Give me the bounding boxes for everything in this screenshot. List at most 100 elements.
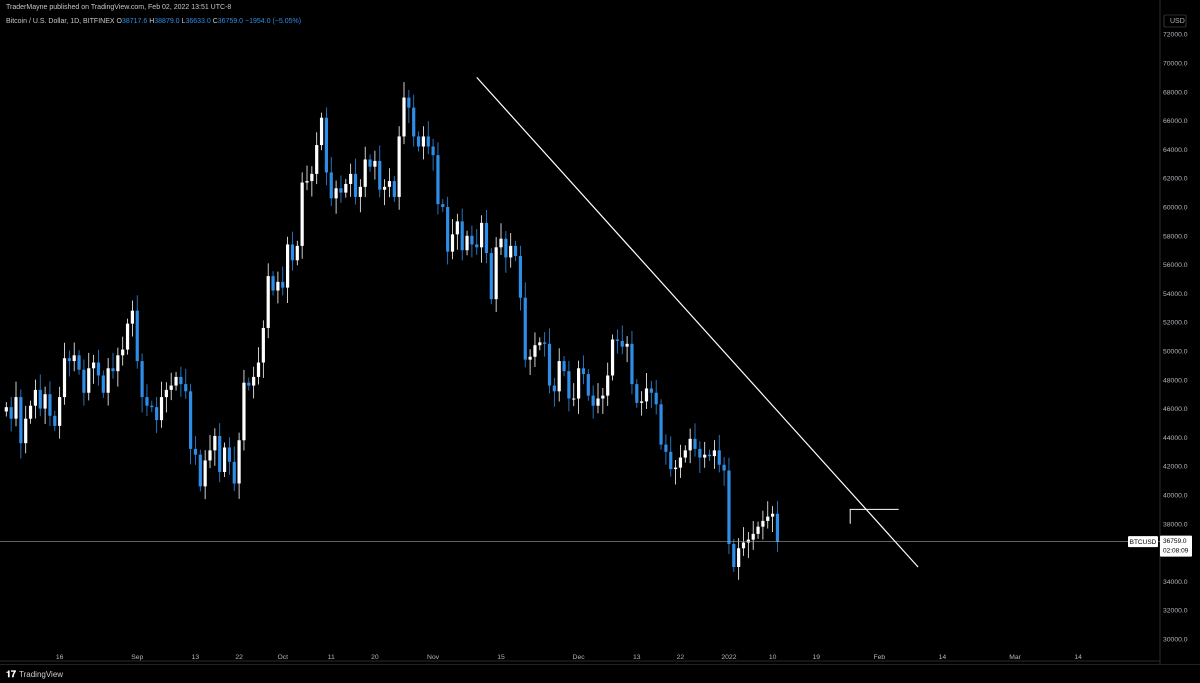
candle-body [358,186,362,197]
candle-body [698,448,702,458]
candle-body [591,395,595,406]
candle-body [222,447,227,472]
y-tick-label: 50000.0 [1163,349,1188,356]
candle-body [562,361,566,372]
candle-body [203,460,207,487]
candle-body [480,222,484,248]
symbol-name[interactable]: Bitcoin / U.S. Dollar, 1D, BITFINEX [6,18,115,25]
candle-body [407,97,411,108]
y-tick-label: 62000.0 [1163,176,1188,183]
candle-body [635,384,639,403]
candle-body [339,188,343,193]
candle-body [43,394,47,409]
candle-body [470,235,474,245]
candle-body [344,183,348,193]
candle-body [513,245,518,256]
bar-countdown: 02:08:09 [1163,548,1189,555]
candle-body [125,323,130,350]
candle-body [92,362,96,369]
symbol-tag: BTCUSD [1130,539,1157,546]
candle-body [625,343,629,347]
candle-body [232,461,236,484]
candle-body [557,361,561,392]
candle-body [87,368,91,393]
y-tick-label: 46000.0 [1163,406,1188,413]
price-chart[interactable]: USD30000.032000.034000.036000.038000.040… [0,0,1200,664]
candle-body [678,457,683,468]
candle-body [766,516,770,521]
candle-body [649,388,653,393]
candle-body [82,369,86,393]
change-value: −1954.0 (−5.05%) [245,18,302,25]
candle-body [397,136,401,197]
candle-body [353,173,358,197]
candle-body [368,159,372,167]
candle-body [383,186,387,190]
y-tick-label: 72000.0 [1163,32,1188,39]
x-tick-label: Nov [427,654,440,661]
x-tick-label: 16 [56,654,64,661]
candle-body [509,245,513,258]
candle-body [305,181,309,183]
candle-body [547,343,552,386]
candle-body [271,276,275,291]
candle-body [436,155,440,205]
candle-body [586,374,590,396]
candle-body [310,173,314,182]
candle-body [48,394,52,416]
tradingview-logo[interactable]: 𝟏𝟕 TradingView [6,669,63,680]
candle-body [572,398,576,400]
candle-body [751,533,755,540]
candle-body [62,358,67,398]
candle-body [596,398,600,406]
low-label: L [181,18,186,25]
x-tick-label: Mar [1009,654,1021,661]
y-tick-label: 32000.0 [1163,608,1188,615]
candle-body [523,297,527,360]
open-value: 38717.6 [121,18,148,25]
x-tick-label: 14 [1074,654,1082,661]
candle-body [106,368,110,393]
candle-body [252,376,256,386]
candle-body [538,342,542,346]
candle-body [620,340,624,347]
candle-body [189,391,193,449]
candle-body [256,362,261,377]
candle-body [693,438,697,449]
candle-body [606,375,610,396]
candle-body [193,448,198,455]
y-tick-label: 38000.0 [1163,521,1188,528]
candle-body [159,397,164,421]
candle-body [261,327,265,363]
candle-body [315,145,319,174]
candle-body [465,235,469,251]
candle-body [518,255,522,298]
candle-body [421,136,425,147]
y-tick-label: 68000.0 [1163,89,1188,96]
candle-body [111,368,115,372]
descending-trendline[interactable] [476,76,919,568]
candle-body [552,385,556,392]
candle-body [184,384,188,392]
y-tick-label: 58000.0 [1163,233,1188,240]
candle-body [174,376,178,386]
candle-body [577,368,581,399]
candle-body [455,221,459,235]
candle-body [601,395,605,399]
range-box[interactable] [849,508,899,524]
candle-body [746,539,750,543]
candle-body [300,182,304,246]
candle-body [674,467,678,470]
y-tick-label: 70000.0 [1163,61,1188,68]
candle-body [208,450,212,461]
candle-body [290,244,295,261]
last-price-value: 36759.0 [1163,538,1187,545]
y-tick-label: 66000.0 [1163,118,1188,125]
candle-body [72,355,76,362]
x-tick-label: 13 [192,654,200,661]
candle-body [28,405,33,419]
candle-body [412,107,416,137]
candle-body [242,382,246,441]
candle-body [688,438,692,451]
candle-body [179,376,183,385]
